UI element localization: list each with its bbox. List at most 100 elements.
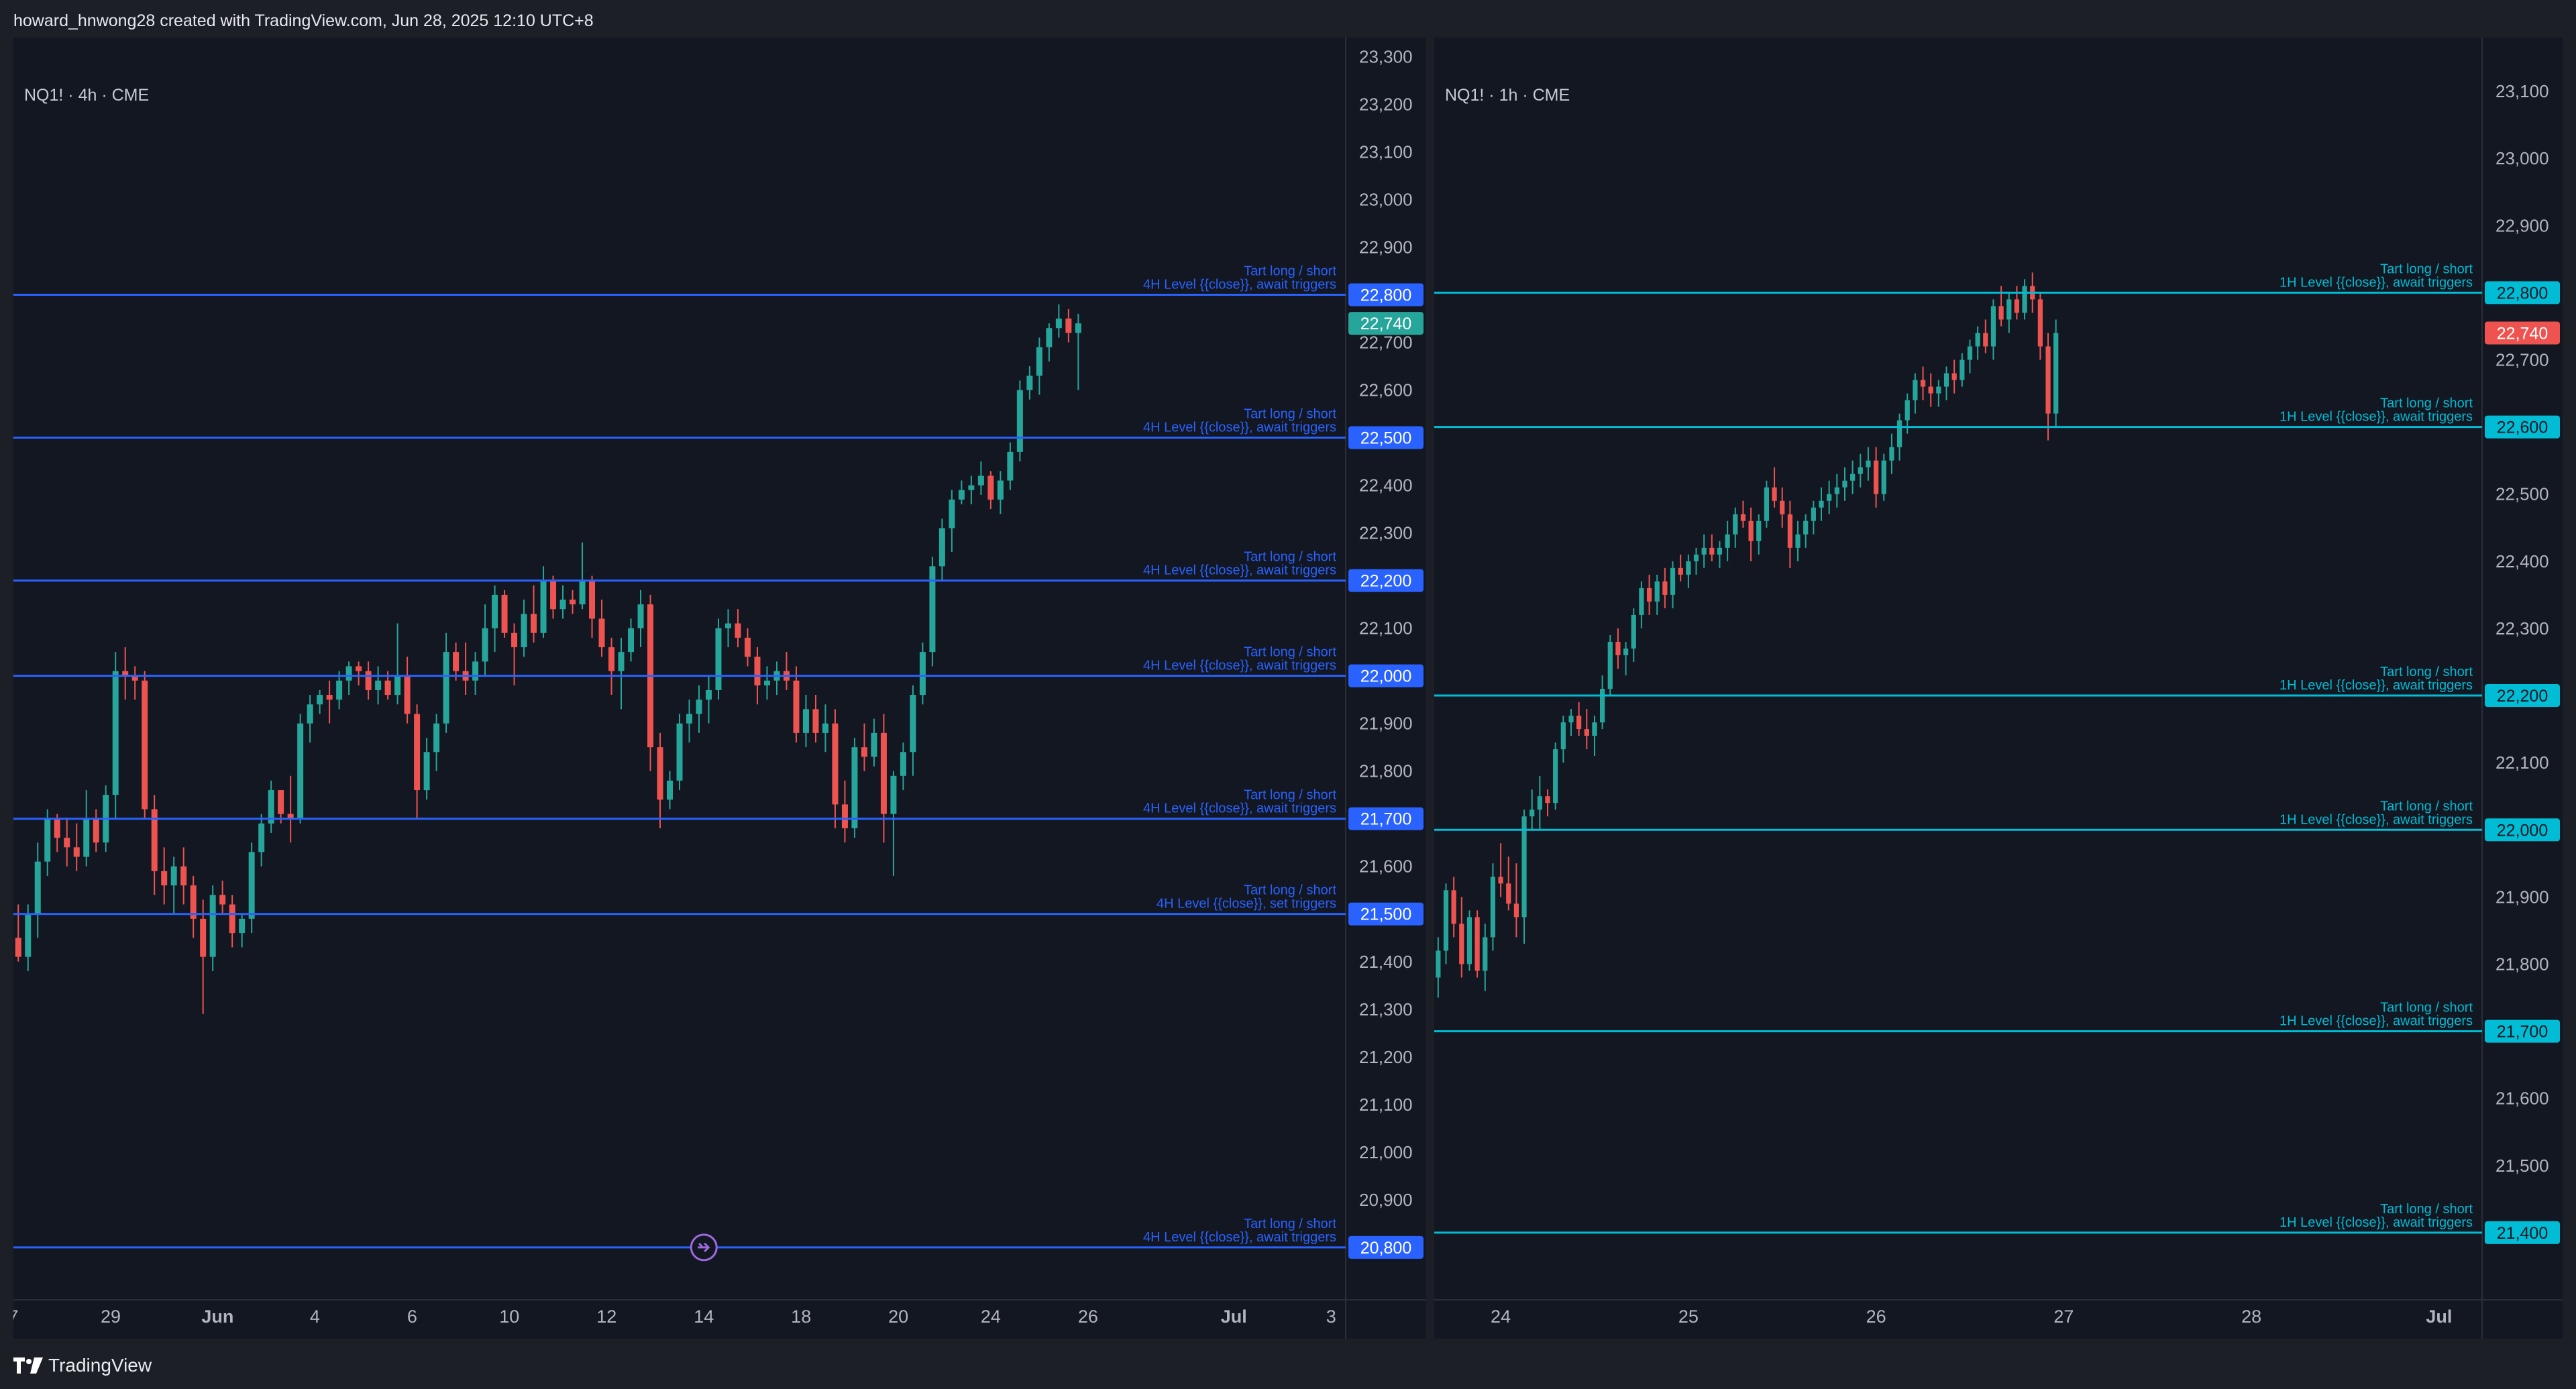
x-tick-label: 25	[1678, 1307, 1699, 1327]
candle-body	[2037, 299, 2043, 347]
candle-body	[1686, 561, 1691, 575]
candle-body	[1474, 917, 1480, 971]
candle-body	[453, 652, 460, 671]
level-annotation-text: 1H Level {{close}}, await triggers	[2279, 1215, 2473, 1230]
last-price-label: 22,740	[2497, 324, 2548, 343]
level-price-tag[interactable]	[2485, 818, 2560, 842]
candle-body	[180, 866, 187, 886]
x-tick-label: 14	[694, 1307, 714, 1327]
y-tick-label: 21,900	[2496, 887, 2549, 907]
candle-body	[287, 814, 294, 819]
candle-body	[540, 580, 547, 633]
candle-body	[987, 476, 994, 500]
candle-body	[1490, 877, 1496, 938]
level-price-label: 21,700	[2497, 1023, 2548, 1042]
candle-body	[1466, 917, 1472, 964]
level-price-tag[interactable]	[2485, 1019, 2560, 1043]
candle-body	[1827, 494, 1832, 501]
candle-body	[715, 628, 722, 690]
candle-body	[1717, 547, 1723, 555]
candle-body	[1795, 534, 1801, 548]
candle-body	[1983, 333, 1988, 347]
y-tick-label: 22,400	[1359, 476, 1413, 496]
candle-body	[170, 866, 177, 886]
level-price-tag[interactable]	[1348, 902, 1424, 926]
candlestick-chart-4h[interactable]: 20,900 21,000 21,100 21,200 21,300 21,400 21,5…	[13, 38, 1426, 1339]
candle-body	[25, 913, 32, 957]
candlestick-chart-1h[interactable]: 21,400 21,500 21,600 21,700 21,800 21,900 22,0…	[1434, 38, 2563, 1339]
tradingview-logo[interactable]: TradingView	[13, 1353, 152, 1378]
candle-body	[861, 747, 867, 757]
level-annotation-title: Tart long / short	[1244, 550, 1336, 565]
replay-marker-icon[interactable]	[690, 1233, 718, 1262]
candle-body	[1016, 390, 1023, 452]
level-price-tag[interactable]	[1348, 807, 1424, 830]
chart-panel-1h[interactable]: 21,400 21,500 21,600 21,700 21,800 21,900 22,0…	[1434, 38, 2563, 1339]
y-tick-label: 22,500	[2496, 484, 2549, 504]
level-price-tag[interactable]	[2485, 415, 2560, 439]
candle-body	[637, 604, 644, 628]
candle-body	[1943, 373, 1949, 387]
y-tick-label: 22,100	[1359, 618, 1413, 638]
level-annotation-text: 1H Level {{close}}, await triggers	[2279, 275, 2473, 290]
level-annotation-text: 4H Level {{close}}, await triggers	[1143, 421, 1336, 435]
candle-body	[793, 680, 800, 733]
chart-panel-4h[interactable]: 20,900 21,000 21,100 21,200 21,300 21,400 21,5…	[13, 38, 1426, 1339]
candle-body	[1506, 883, 1511, 904]
candle-body	[929, 566, 936, 653]
candle-body	[1521, 816, 1527, 918]
y-tick-label: 21,300	[1359, 999, 1413, 1019]
level-price-tag[interactable]	[1348, 283, 1424, 307]
level-price-tag[interactable]	[1348, 569, 1424, 592]
candle-body	[1858, 467, 1863, 474]
candle-body	[1026, 376, 1033, 390]
candle-body	[1733, 514, 1738, 535]
candle-body	[336, 680, 343, 700]
candles	[1436, 272, 2059, 998]
candle-body	[1055, 319, 1062, 329]
level-annotation-title: Tart long / short	[2380, 665, 2473, 679]
candle-body	[1007, 451, 1014, 481]
candle-body	[404, 675, 411, 714]
candle-body	[958, 490, 965, 500]
candle-body	[1960, 359, 1965, 380]
candle-body	[1998, 306, 2004, 320]
candle-body	[521, 614, 527, 648]
candle-body	[696, 700, 702, 714]
y-tick-label: 22,400	[2496, 551, 2549, 571]
candle-body	[1842, 480, 1847, 488]
level-price-tag[interactable]	[2485, 1221, 2560, 1244]
candle-body	[531, 614, 537, 633]
candle-body	[1607, 641, 1613, 689]
y-tick-label: 22,100	[2496, 753, 2549, 773]
x-tick-label: 29	[101, 1307, 121, 1327]
candle-body	[628, 628, 635, 653]
y-tick-label: 21,900	[1359, 714, 1413, 734]
level-price-tag[interactable]	[2485, 684, 2560, 708]
level-annotation-text: 1H Level {{close}}, await triggers	[2279, 812, 2473, 827]
candle-body	[151, 809, 158, 871]
level-price-tag[interactable]	[2485, 281, 2560, 304]
candle-body	[676, 723, 683, 781]
candle-body	[900, 752, 906, 776]
level-price-tag[interactable]	[1348, 664, 1424, 687]
y-tick-label: 23,000	[1359, 189, 1413, 209]
level-price-tag[interactable]	[1348, 1235, 1424, 1259]
candle-body	[443, 652, 449, 724]
candle-body	[2022, 286, 2027, 313]
candle-body	[1568, 716, 1574, 723]
level-annotation-title: Tart long / short	[1244, 407, 1336, 422]
level-price-label: 22,200	[2497, 687, 2548, 706]
x-tick-label: 3	[1326, 1307, 1336, 1327]
level-price-label: 22,500	[1360, 429, 1411, 448]
y-tick-label: 23,000	[2496, 148, 2549, 168]
level-annotation-title: Tart long / short	[2380, 1202, 2473, 1217]
y-tick-label: 21,100	[1359, 1095, 1413, 1115]
candle-body	[64, 838, 70, 848]
candle-body	[1967, 346, 1973, 360]
level-annotation-title: Tart long / short	[1244, 883, 1336, 898]
level-annotation-title: Tart long / short	[2380, 1001, 2473, 1015]
level-price-tag[interactable]	[1348, 426, 1424, 449]
candle-body	[209, 895, 216, 957]
candle-body	[880, 732, 887, 814]
